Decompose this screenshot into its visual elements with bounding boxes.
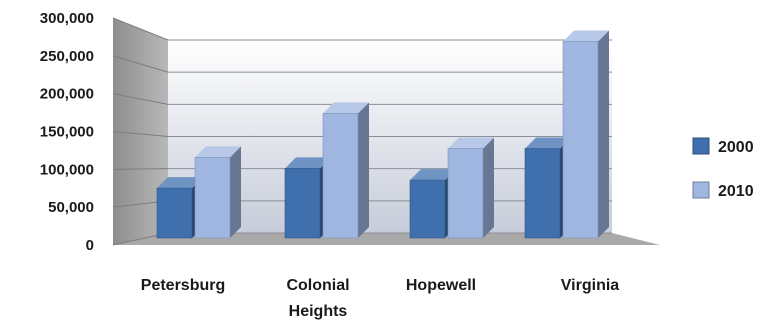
bar-side: [483, 137, 494, 238]
bar-2010: [447, 148, 484, 239]
legend-label: 2010: [718, 183, 754, 200]
gridline-side: [112, 131, 169, 137]
bar-side: [358, 102, 369, 238]
gridline-side: [112, 55, 169, 73]
x-tick-label: Colonial: [286, 277, 349, 294]
x-tick-label: Virginia: [561, 277, 619, 294]
bar-top: [448, 137, 494, 149]
bar-2010: [562, 41, 599, 239]
legend-label: 2000: [718, 139, 754, 156]
bar-top: [285, 157, 331, 169]
bar-2010: [322, 113, 359, 239]
bar-top: [525, 137, 571, 149]
y-tick-label: 300,000: [40, 10, 94, 27]
y-tick-label: 50,000: [48, 199, 94, 216]
x-axis: Petersburg Colonial Heights Hopewell Virgini…: [141, 277, 620, 320]
bar-2000: [284, 168, 321, 239]
bar-2000: [409, 179, 446, 239]
floor: [113, 233, 660, 245]
x-tick-label: Hopewell: [406, 277, 476, 294]
bar-top: [195, 146, 241, 158]
y-tick-label: 100,000: [40, 161, 94, 178]
x-tick-label: Petersburg: [141, 277, 225, 294]
gridline-side: [112, 93, 169, 105]
bar-side: [598, 30, 609, 238]
legend-swatch: [692, 181, 710, 199]
legend-swatch: [692, 137, 710, 155]
y-tick-label: 0: [86, 237, 94, 254]
bar-top: [563, 30, 609, 42]
y-tick-label: 150,000: [40, 124, 94, 141]
y-axis: 0 50,000 100,000 150,000 200,000 250,000 300,0…: [40, 10, 94, 254]
bar-top: [410, 169, 456, 181]
bar-2000: [156, 187, 193, 239]
bar-side: [230, 146, 241, 238]
side-wall: [113, 18, 168, 245]
bar-top: [157, 177, 203, 189]
bars: [156, 30, 609, 239]
y-tick-label: 250,000: [40, 48, 94, 65]
bar-2000: [524, 148, 561, 239]
bar-top: [323, 102, 369, 114]
bar-2010: [194, 157, 231, 239]
gridline-side: [112, 17, 169, 41]
y-tick-label: 200,000: [40, 86, 94, 103]
x-tick-label: Heights: [289, 303, 348, 320]
legend: 2000 2010: [692, 137, 754, 200]
gridline-side: [112, 168, 169, 170]
